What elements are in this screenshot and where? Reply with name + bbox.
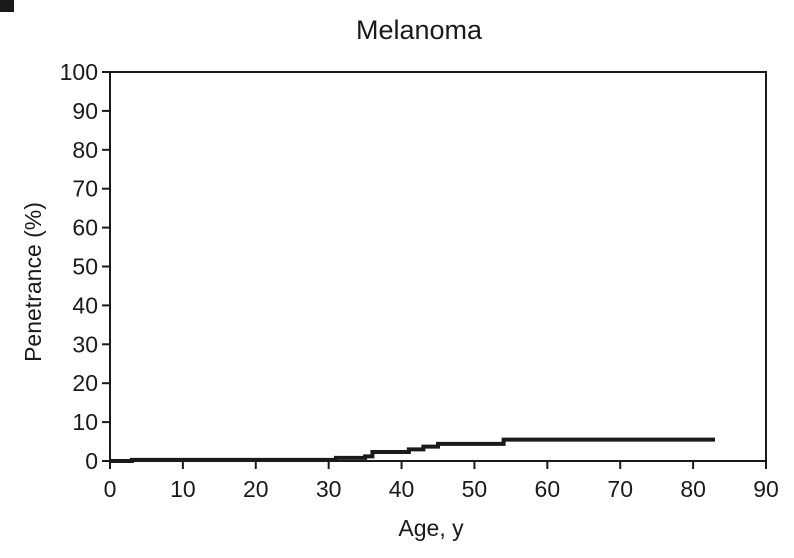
x-tick-label: 20 (243, 476, 269, 502)
x-tick-label: 80 (680, 476, 706, 502)
series-line (110, 437, 715, 463)
y-tick-label: 40 (72, 292, 98, 318)
y-tick-label: 60 (72, 215, 98, 241)
x-tick-label: 70 (607, 476, 633, 502)
y-tick-label: 80 (72, 137, 98, 163)
plot-frame (109, 71, 767, 462)
chart-title: Melanoma (356, 15, 483, 45)
panel-letter-mark (0, 0, 14, 12)
x-tick-label: 60 (535, 476, 561, 502)
y-axis-label: Penetrance (%) (20, 202, 46, 362)
y-axis: 0 10 20 30 40 50 60 70 80 90 100 (60, 59, 110, 474)
y-tick-label: 0 (85, 448, 98, 474)
y-tick-label: 90 (72, 98, 98, 124)
x-tick-label: 90 (753, 476, 779, 502)
x-tick-label: 10 (170, 476, 196, 502)
x-axis: 0 10 20 30 40 50 60 70 80 90 (104, 461, 779, 502)
x-tick-label: 50 (462, 476, 488, 502)
x-tick-label: 30 (316, 476, 342, 502)
x-tick-label: 40 (389, 476, 415, 502)
x-axis-label: Age, y (398, 515, 464, 541)
y-tick-label: 100 (60, 59, 98, 85)
y-tick-label: 70 (72, 176, 98, 202)
x-tick-label: 0 (104, 476, 117, 502)
y-tick-label: 20 (72, 370, 98, 396)
y-tick-label: 30 (72, 331, 98, 357)
y-tick-label: 50 (72, 254, 98, 280)
y-tick-label: 10 (72, 409, 98, 435)
